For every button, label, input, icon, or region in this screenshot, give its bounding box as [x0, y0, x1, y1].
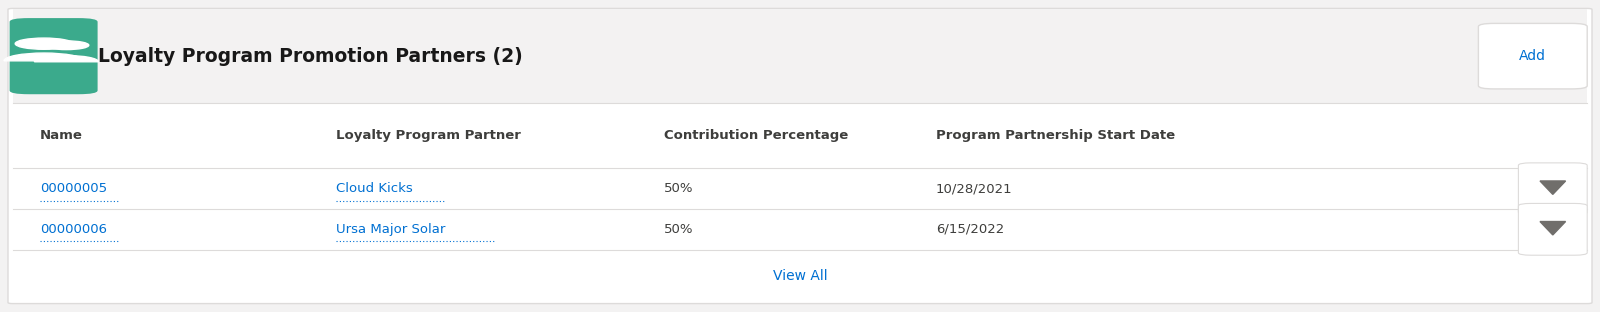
Text: Name: Name [40, 129, 83, 142]
Text: 00000006: 00000006 [40, 223, 107, 236]
Polygon shape [1539, 222, 1565, 235]
Text: 50%: 50% [664, 223, 693, 236]
Polygon shape [1539, 181, 1565, 194]
FancyBboxPatch shape [1518, 163, 1587, 215]
Text: 00000005: 00000005 [40, 182, 107, 195]
FancyBboxPatch shape [1478, 23, 1587, 89]
Text: Contribution Percentage: Contribution Percentage [664, 129, 848, 142]
Text: 50%: 50% [664, 182, 693, 195]
Text: 6/15/2022: 6/15/2022 [936, 223, 1005, 236]
Wedge shape [35, 56, 99, 62]
Text: View All: View All [773, 269, 827, 283]
FancyBboxPatch shape [8, 8, 1592, 304]
Text: Ursa Major Solar: Ursa Major Solar [336, 223, 445, 236]
Text: Cloud Kicks: Cloud Kicks [336, 182, 413, 195]
Text: 10/28/2021: 10/28/2021 [936, 182, 1013, 195]
FancyBboxPatch shape [10, 18, 98, 94]
Text: Loyalty Program Partner: Loyalty Program Partner [336, 129, 522, 142]
Wedge shape [5, 53, 85, 61]
Text: Loyalty Program Promotion Partners (2): Loyalty Program Promotion Partners (2) [98, 47, 522, 66]
Bar [13, 9, 1587, 103]
Circle shape [16, 38, 74, 49]
Text: Program Partnership Start Date: Program Partnership Start Date [936, 129, 1174, 142]
Circle shape [45, 41, 90, 50]
Text: Add: Add [1520, 49, 1546, 63]
FancyBboxPatch shape [1518, 203, 1587, 255]
